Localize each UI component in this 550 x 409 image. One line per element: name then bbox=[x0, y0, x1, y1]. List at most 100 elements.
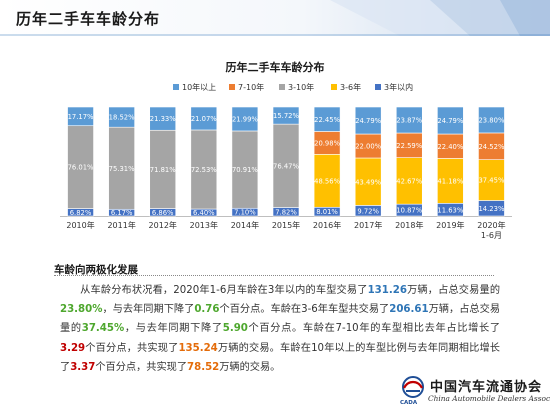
data-label: 6.40% bbox=[193, 209, 215, 217]
x-tick-label: 2011年 bbox=[107, 220, 135, 230]
highlight-value: 131.26 bbox=[367, 285, 407, 296]
highlight-value: 78.52 bbox=[187, 361, 220, 373]
legend-label: 10年以上 bbox=[182, 82, 216, 92]
analysis-paragraph: 从车龄分布状况看，2020年1-6月车龄在3年以内的车型交易了131.26万辆，… bbox=[60, 281, 500, 377]
bar-segment bbox=[190, 106, 218, 131]
data-label: 22.59% bbox=[396, 142, 422, 150]
chart-area: 历年二手车车龄分布 10年以上 7-10年 3-10年 3-6年 3年以内 6.82% 76.… bbox=[0, 36, 550, 248]
stacked-bar-chart: 历年二手车车龄分布 10年以上 7-10年 3-10年 3-6年 3年以内 6.82% 76.… bbox=[60, 60, 512, 240]
paragraph-text: 个百分点，共实现了 bbox=[85, 342, 179, 354]
paragraph-text: 万辆的交易。车龄在10年以上的车型比例与去年同期相比增长了 bbox=[60, 342, 500, 373]
data-label: 7.10% bbox=[234, 209, 256, 217]
highlight-value: 37.45% bbox=[81, 323, 125, 335]
data-label: 41.18% bbox=[437, 177, 463, 185]
data-label: 15.72% bbox=[273, 112, 299, 120]
header-banner bbox=[0, 0, 550, 36]
data-label: 6.82% bbox=[70, 209, 92, 217]
x-tick-label: 2010年 bbox=[66, 220, 94, 230]
data-label: 21.33% bbox=[150, 115, 176, 123]
bar-segment bbox=[190, 129, 218, 210]
page-header: 历年二手车车龄分布 bbox=[0, 0, 550, 36]
data-label: 43.49% bbox=[355, 178, 381, 186]
paragraph-text: ，与去年同期下降了 bbox=[124, 323, 223, 335]
bar-segment bbox=[272, 123, 300, 208]
legend-swatch bbox=[279, 84, 285, 90]
bar-segment bbox=[313, 154, 341, 208]
data-label: 23.87% bbox=[396, 117, 422, 125]
paragraph-text: 万辆的交易。 bbox=[219, 361, 281, 373]
data-label: 11.63% bbox=[437, 206, 463, 214]
x-tick-label: 2013年 bbox=[190, 220, 218, 230]
data-label: 21.99% bbox=[232, 116, 258, 124]
legend-label: 3-6年 bbox=[340, 82, 361, 92]
paragraph-text: ，与去年同期下降了 bbox=[102, 304, 195, 316]
x-tick-label: 2014年 bbox=[231, 220, 259, 230]
data-label: 14.23% bbox=[478, 205, 504, 213]
bar-segment bbox=[108, 106, 135, 128]
data-label: 8.01% bbox=[316, 208, 338, 216]
data-label: 6.86% bbox=[152, 209, 174, 217]
data-label: 76.47% bbox=[273, 162, 299, 170]
legend-label: 3年以内 bbox=[384, 82, 413, 92]
highlight-value: 0.76 bbox=[194, 304, 220, 316]
highlight-value: 23.80% bbox=[60, 304, 103, 316]
x-tick-label: 2018年 bbox=[395, 220, 423, 230]
chart-title: 历年二手车车龄分布 bbox=[226, 60, 325, 74]
bar-segment bbox=[149, 106, 177, 131]
data-label: 37.45% bbox=[478, 177, 504, 185]
legend-swatch bbox=[173, 84, 179, 90]
highlight-value: 3.37 bbox=[70, 361, 96, 373]
legend-swatch bbox=[331, 84, 337, 90]
x-tick-label: 1-6月 bbox=[481, 231, 502, 240]
legend-swatch bbox=[375, 84, 381, 90]
bar-segment bbox=[437, 133, 464, 159]
bar-segment bbox=[354, 106, 382, 135]
data-label: 71.81% bbox=[150, 166, 176, 174]
data-label: 17.17% bbox=[68, 113, 94, 121]
data-label: 22.45% bbox=[314, 116, 340, 124]
cada-logo-icon bbox=[402, 376, 424, 398]
highlight-value: 3.29 bbox=[60, 342, 86, 354]
paragraph-text: 个百分点。车龄在7-10年的车型相比去年占比增长了 bbox=[247, 323, 501, 335]
bar-segment bbox=[395, 106, 423, 134]
logo-abbreviation: CADA bbox=[400, 400, 418, 406]
logo-english-name: China Automobile Dealers Association bbox=[428, 394, 550, 403]
x-tick-label: 2016年 bbox=[313, 220, 341, 230]
paragraph-text: 从车龄分布状况看，2020年1-6月车龄在3年以内的车型交易了 bbox=[80, 285, 368, 296]
bar-segment bbox=[149, 129, 177, 209]
highlight-value: 135.24 bbox=[178, 342, 218, 354]
bar-segment bbox=[67, 106, 94, 127]
bar-segment bbox=[437, 158, 464, 204]
bar-segment bbox=[437, 106, 464, 135]
paragraph-text: 万辆，占总交易量的 bbox=[406, 285, 501, 296]
data-label: 75.31% bbox=[109, 165, 135, 173]
data-label: 21.07% bbox=[191, 115, 217, 123]
highlight-value: 5.90 bbox=[222, 323, 248, 335]
bar-segment bbox=[478, 159, 505, 201]
association-logo: CADA 中国汽车流通协会 China Automobile Dealers A… bbox=[398, 376, 550, 409]
logo-chinese-name: 中国汽车流通协会 bbox=[430, 380, 543, 395]
section-heading: 车龄向两极化发展 bbox=[54, 264, 138, 276]
data-label: 76.01% bbox=[68, 164, 94, 172]
data-label: 20.98% bbox=[314, 140, 340, 148]
x-tick-label: 2020年 bbox=[477, 220, 505, 230]
paragraph-text: 个百分点。车龄在3-6年车型共交易了 bbox=[219, 304, 390, 316]
data-label: 24.79% bbox=[355, 117, 381, 125]
data-label: 72.53% bbox=[191, 166, 217, 174]
bar-segment bbox=[313, 106, 341, 132]
paragraph-text: 个百分点，共实现了 bbox=[95, 361, 188, 373]
data-label: 6.17% bbox=[111, 209, 133, 217]
bar-segment bbox=[395, 132, 423, 158]
bar-segment bbox=[354, 157, 382, 206]
data-label: 22.00% bbox=[355, 143, 381, 151]
legend-label: 7-10年 bbox=[238, 82, 264, 92]
bar-segment bbox=[108, 126, 135, 210]
x-tick-label: 2012年 bbox=[149, 220, 177, 230]
bar-segment bbox=[231, 106, 259, 132]
data-label: 70.91% bbox=[232, 166, 258, 174]
x-tick-label: 2017年 bbox=[354, 220, 382, 230]
paragraph-text: 万辆，占总交易量的 bbox=[60, 304, 501, 335]
data-label: 22.40% bbox=[437, 143, 463, 151]
bar-segment bbox=[395, 157, 423, 205]
data-label: 9.72% bbox=[357, 207, 379, 215]
